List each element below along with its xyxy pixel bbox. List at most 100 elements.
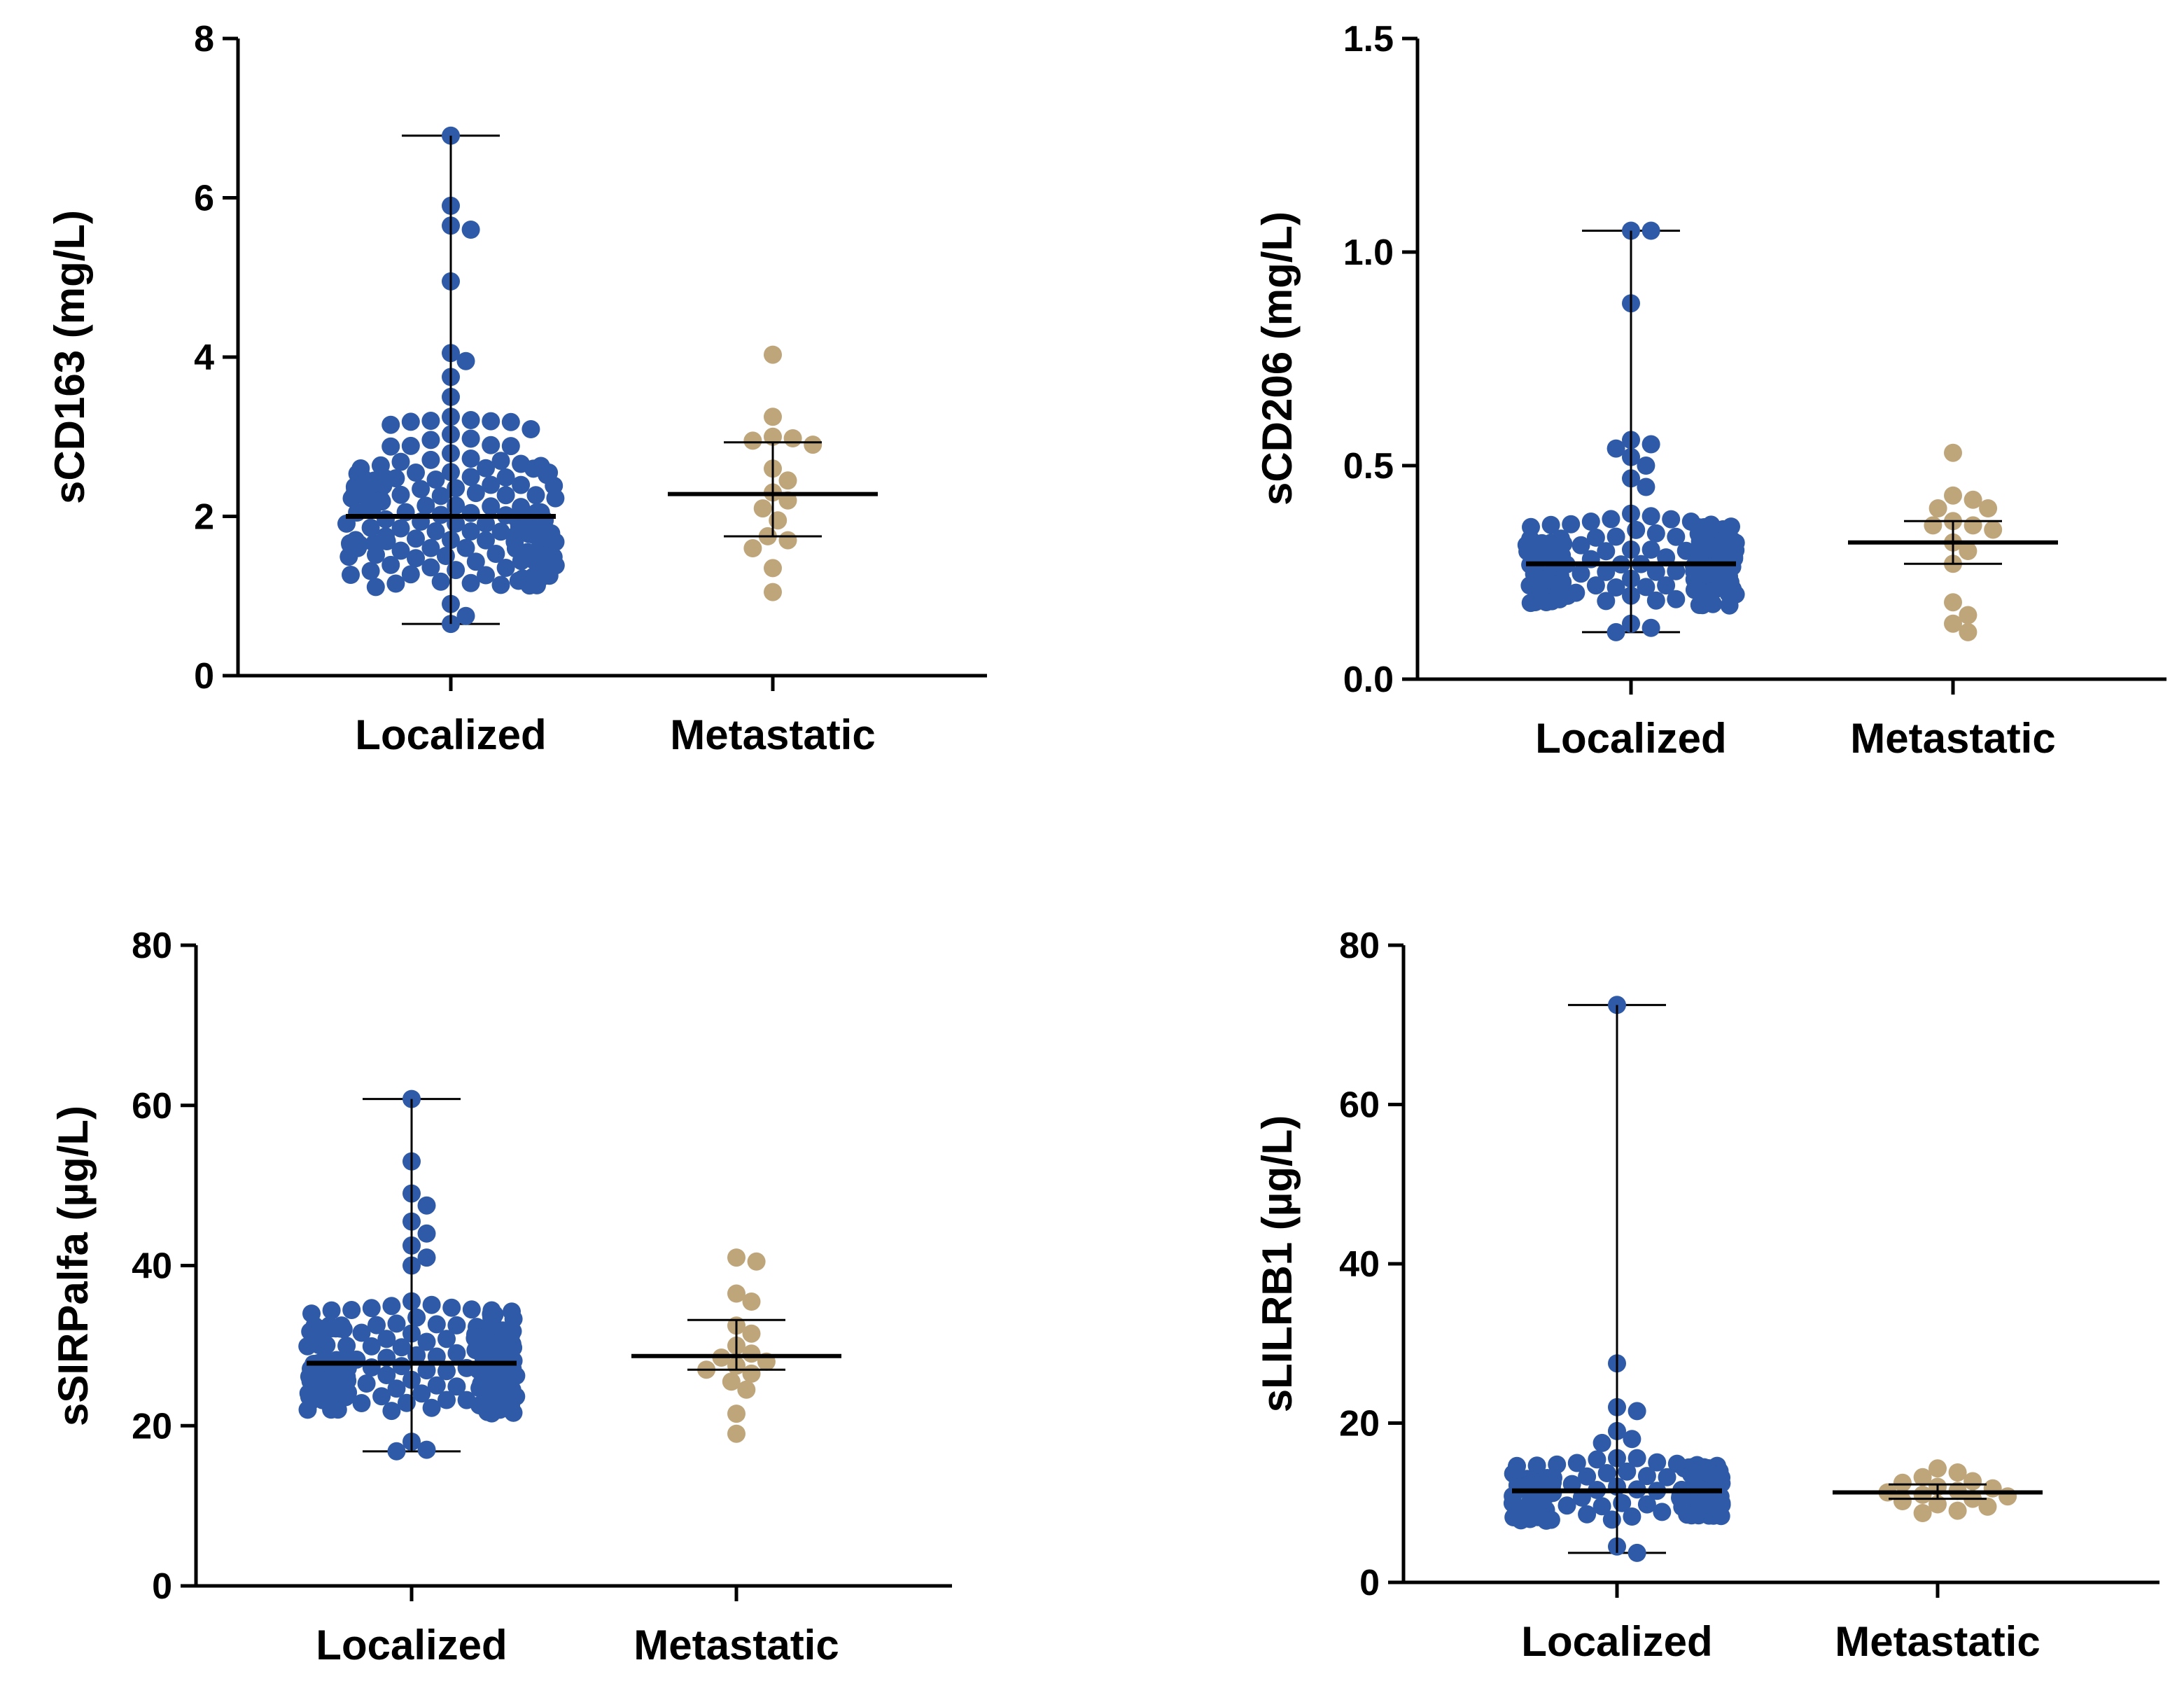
x-tick-label-metastatic: Metastatic [634,1622,839,1668]
metastatic-point [779,531,797,550]
localized-point [1662,510,1680,529]
localized-point [462,411,480,429]
localized-point [407,529,425,548]
metastatic-point [743,1325,761,1343]
localized-point [502,437,520,455]
localized-point [358,1374,376,1393]
localized-point [1522,594,1540,612]
localized-point [497,486,515,504]
localized-point [363,1337,381,1356]
y-tick-label: 60 [132,1086,172,1127]
localized-point [421,451,440,469]
localized-point [407,464,425,482]
panel-ssirpalfa: sSIRPalfa (µg/L) Localized Metastatic 02… [50,926,952,1668]
localized-point [546,489,564,508]
x-tick-label-metastatic: Metastatic [1835,1618,2040,1665]
localized-point [367,578,385,596]
localized-point [342,1301,360,1319]
localized-point [462,450,480,468]
localized-point [363,1299,381,1317]
y-tick-label: 20 [132,1406,172,1447]
localized-point [340,548,358,566]
localized-point [522,420,540,438]
localized-point [1593,1434,1611,1452]
localized-point [1712,1507,1730,1525]
localized-point [1637,478,1655,496]
y-axis-title: sCD206 (mg/L) [1254,211,1301,506]
y-tick-label: 0.5 [1343,446,1394,487]
localized-point [1623,1507,1641,1526]
localized-point [418,1225,436,1243]
metastatic-point [1979,499,1997,517]
x-tick-label-metastatic: Metastatic [1850,715,2055,762]
localized-point [1558,1496,1576,1514]
y-axis-title: sCD163 (mg/L) [46,210,93,504]
localized-point [512,476,530,494]
localized-point [382,416,400,434]
localized-point [382,1402,400,1420]
x-tick-label-metastatic: Metastatic [670,711,875,758]
localized-point [1721,597,1739,615]
localized-point [527,486,545,504]
localized-point [1628,1402,1646,1420]
panel-scd206: sCD206 (mg/L) Localized Metastatic 0.00.… [1254,19,2166,762]
metastatic-point [1949,1502,1967,1520]
localized-point [412,480,430,499]
localized-point [1572,564,1590,583]
x-tick-label-localized: Localized [1521,1618,1712,1665]
metastatic-point [727,1405,746,1423]
localized-point [1537,1512,1555,1530]
localized-point [1642,507,1660,525]
metastatic-point [1914,1486,1932,1504]
y-tick-label: 0 [1359,1563,1380,1603]
metastatic-point [764,583,782,601]
y-axis-title: sSIRPalfa (µg/L) [50,1106,97,1426]
localized-point [382,1297,400,1315]
localized-point [1607,623,1625,641]
metastatic-point [754,499,772,517]
localized-point [329,1400,347,1419]
localized-point [1582,513,1600,531]
localized-point [382,556,400,574]
localized-point [388,1314,406,1332]
localized-point [1603,1510,1621,1528]
localized-point [1693,596,1712,614]
localized-point [418,1197,436,1215]
localized-point [482,436,500,454]
localized-point [1512,1511,1530,1529]
x-tick-label-localized: Localized [316,1622,507,1668]
localized-point [392,486,410,504]
y-tick-label: 2 [194,497,214,538]
localized-point [421,431,440,449]
y-tick-label: 40 [132,1246,172,1287]
metastatic-point [784,429,802,447]
y-tick-label: 6 [194,179,214,219]
localized-point [392,453,410,471]
localized-point [462,221,480,239]
metastatic-point [743,1365,761,1383]
metastatic-point [804,436,822,454]
metastatic-point [727,1425,746,1443]
localized-point [382,438,400,456]
y-axis-title: sLILRB1 (µg/L) [1254,1115,1301,1413]
localized-point [432,487,450,505]
localized-point [457,352,475,370]
y-tick-label: 1.0 [1343,232,1394,273]
localized-point [504,1404,522,1422]
localized-point [442,1299,461,1317]
y-tick-label: 20 [1339,1404,1380,1444]
y-tick-label: 0.0 [1343,660,1394,700]
localized-point [462,468,480,486]
figure: sCD163 (mg/L) Localized Metastatic 02468… [0,0,2184,1693]
localized-point [299,1400,317,1419]
metastatic-point [1959,623,1977,641]
localized-point [418,1441,436,1459]
metastatic-point [743,539,762,557]
localized-point [1628,1544,1646,1562]
metastatic-point [1964,516,1982,534]
localized-point [432,573,450,591]
localized-point [483,1405,501,1423]
metastatic-point [1893,1474,1912,1492]
localized-point [1597,592,1615,610]
metastatic-point [1979,1498,1997,1516]
